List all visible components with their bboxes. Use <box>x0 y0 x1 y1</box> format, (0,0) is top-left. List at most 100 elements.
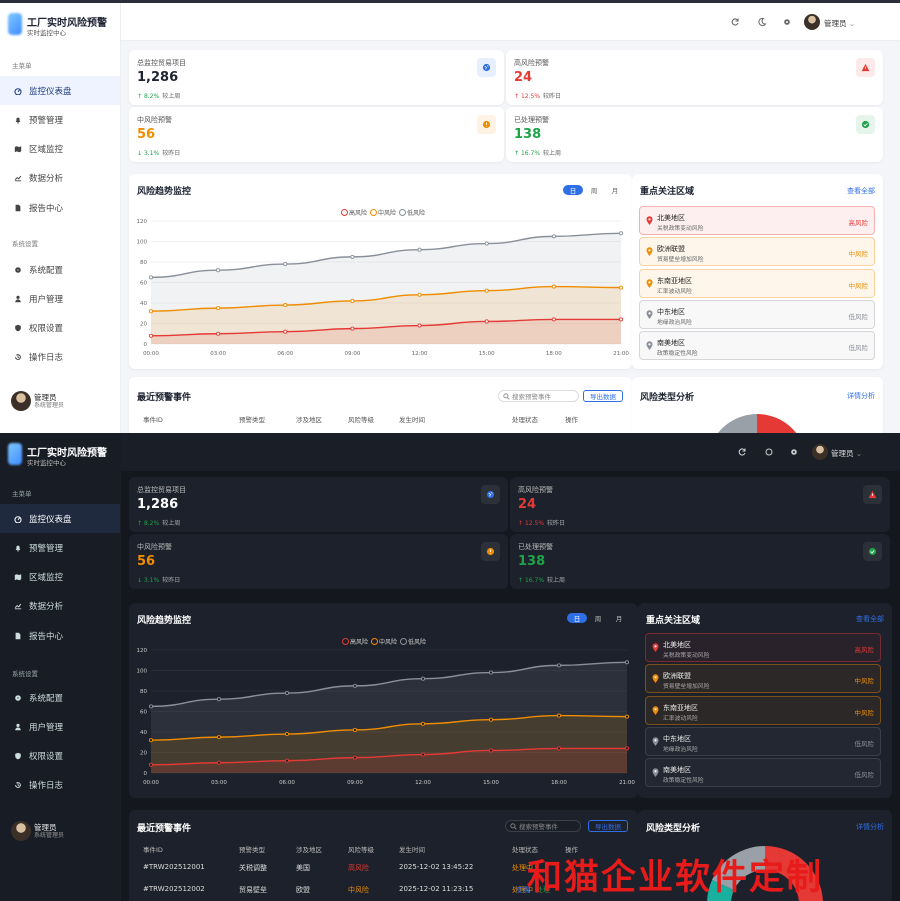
region-item[interactable]: 欧洲联盟 贸易壁垒增加风险 中风险 <box>645 664 881 694</box>
x-tick-label: 09:00 <box>344 351 360 357</box>
view-all-link[interactable]: 查看全部 <box>847 187 875 195</box>
chart-legend: 高风险 中风险 低风险 <box>342 637 429 646</box>
sidebar-item-0[interactable]: 监控仪表盘 <box>0 76 120 105</box>
moon-icon[interactable] <box>757 17 767 27</box>
sidebar-item-2[interactable]: 区域监控 <box>0 135 120 164</box>
table-header: 发生时间 <box>399 416 425 424</box>
series-area <box>151 233 621 344</box>
sidebar-item-1[interactable]: 用户管理 <box>0 712 120 741</box>
search-icon <box>503 393 510 400</box>
sidebar-user[interactable]: 管理员 系统管理员 <box>11 821 64 841</box>
tab-0[interactable]: 日 <box>567 613 587 623</box>
legend-item[interactable]: 高风险 <box>342 637 368 646</box>
table-header: 发生时间 <box>399 846 425 854</box>
region-item[interactable]: 北美地区 关税政策变动风险 高风险 <box>639 206 875 235</box>
tab-1[interactable]: 周 <box>590 187 598 195</box>
sidebar-item-0[interactable]: 系统配置 <box>0 683 120 712</box>
region-item[interactable]: 东南亚地区 汇率波动风险 中风险 <box>639 268 875 298</box>
data-point <box>216 306 221 311</box>
gear-icon[interactable] <box>789 447 799 457</box>
theme-toggle-icon[interactable] <box>764 447 774 457</box>
region-desc: 政策稳定性风险 <box>663 778 704 785</box>
risk-type-detail-link[interactable]: 详情分析 <box>847 392 875 400</box>
refresh-icon[interactable] <box>730 17 740 27</box>
search-input[interactable]: 搜索预警事件 <box>505 820 581 832</box>
region-item[interactable]: 中东地区 地缘政治风险 低风险 <box>639 299 875 329</box>
sidebar-item-3[interactable]: 操作日志 <box>0 771 120 800</box>
sidebar-item-1[interactable]: 用户管理 <box>0 284 120 313</box>
header-user-name[interactable]: 管理员 ⌄ <box>831 449 863 458</box>
alert-circle-icon <box>481 542 500 561</box>
export-button[interactable]: 导出数据 <box>588 820 628 832</box>
tab-1[interactable]: 周 <box>594 615 602 623</box>
sidebar-item-0[interactable]: 监控仪表盘 <box>0 504 120 533</box>
sidebar-item-label: 操作日志 <box>29 353 64 364</box>
series-area <box>151 319 621 344</box>
sidebar-item-3[interactable]: 操作日志 <box>0 343 120 372</box>
region-item[interactable]: 东南亚地区 汇率波动风险 中风险 <box>645 695 881 725</box>
data-point <box>624 714 630 719</box>
sidebar-item-1[interactable]: 预警管理 <box>0 105 120 134</box>
region-item[interactable]: 欧洲联盟 贸易壁垒增加风险 中风险 <box>639 237 875 267</box>
legend-label: 低风险 <box>408 639 427 646</box>
legend-item[interactable]: 低风险 <box>400 637 426 646</box>
sidebar-user[interactable]: 管理员 系统管理员 <box>11 391 64 411</box>
region-item[interactable]: 南美地区 政策稳定性风险 低风险 <box>639 331 875 361</box>
refresh-icon[interactable] <box>737 447 747 457</box>
sidebar: 工厂实时风险预警 实时监控中心 主菜单 监控仪表盘 预警管理 区域监控 数据分析 报告中… <box>0 3 121 433</box>
map-pin-icon <box>646 216 653 225</box>
data-point <box>350 326 355 331</box>
legend-item[interactable]: 中风险 <box>370 208 396 217</box>
stat-label: 总监控贸易项目 <box>137 59 186 67</box>
tab-2[interactable]: 月 <box>615 615 623 623</box>
region-item[interactable]: 南美地区 政策稳定性风险 低风险 <box>645 758 881 788</box>
legend-item[interactable]: 低风险 <box>399 208 425 217</box>
trend-title: 风险趋势监控 <box>137 616 192 626</box>
handle-action-link[interactable]: 处理 <box>536 886 550 894</box>
legend-item[interactable]: 中风险 <box>371 637 397 646</box>
table-header: 预警类型 <box>239 416 265 424</box>
sidebar-item-0[interactable]: 系统配置 <box>0 255 120 284</box>
view-action-link[interactable]: 查看 <box>516 886 530 894</box>
region-item[interactable]: 中东地区 地缘政治风险 低风险 <box>645 726 881 756</box>
y-tick-label: 120 <box>137 648 148 654</box>
search-input[interactable]: 搜索预警事件 <box>498 390 579 402</box>
sidebar-item-label: 权限设置 <box>29 752 64 763</box>
history-icon <box>13 781 22 790</box>
sidebar-item-2[interactable]: 权限设置 <box>0 314 120 343</box>
region-name: 南美地区 <box>657 339 685 348</box>
region-item[interactable]: 北美地区 关税政策变动风险 高风险 <box>645 633 881 662</box>
sidebar-item-label: 区域监控 <box>29 145 64 156</box>
sidebar-item-4[interactable]: 报告中心 <box>0 193 120 222</box>
app-subtitle: 实时监控中心 <box>27 459 66 467</box>
export-button[interactable]: 导出数据 <box>583 390 623 402</box>
header-user-name[interactable]: 管理员 ⌄ <box>824 19 856 28</box>
table-cell-status: 处理中 <box>512 886 533 894</box>
gear-icon[interactable] <box>782 17 792 27</box>
sidebar-item-3[interactable]: 数据分析 <box>0 164 120 193</box>
sidebar-item-4[interactable]: 报告中心 <box>0 621 120 650</box>
events-card: 最近预警事件 搜索预警事件 导出数据 事件ID 预警类型 涉及地区 风险等级 发生时间 处… <box>129 377 632 433</box>
sidebar-item-label: 数据分析 <box>29 602 64 613</box>
risk-type-detail-link[interactable]: 详情分析 <box>856 823 884 831</box>
sidebar-item-1[interactable]: 预警管理 <box>0 533 120 562</box>
header-avatar[interactable] <box>812 444 828 460</box>
stat-delta-value: 16.7% <box>520 150 541 157</box>
table-cell-id[interactable]: #TRW202512002 <box>143 885 205 893</box>
sidebar-item-3[interactable]: 数据分析 <box>0 592 120 621</box>
y-tick-label: 60 <box>140 281 147 287</box>
tab-0[interactable]: 日 <box>563 185 583 195</box>
tab-2[interactable]: 月 <box>611 187 619 195</box>
table-cell-region: 欧盟 <box>296 886 310 894</box>
sidebar-item-2[interactable]: 区域监控 <box>0 563 120 592</box>
data-point <box>148 704 154 709</box>
header-avatar[interactable] <box>804 14 820 30</box>
table-cell-id[interactable]: #TRW202512001 <box>143 863 205 871</box>
user-name: 管理员 <box>34 392 57 402</box>
x-tick-label: 21:00 <box>613 351 629 357</box>
sidebar-item-2[interactable]: 权限设置 <box>0 742 120 771</box>
view-all-link[interactable]: 查看全部 <box>856 615 884 623</box>
legend-item[interactable]: 高风险 <box>341 208 367 217</box>
stat-delta: ↑ 16.7% 较上周 <box>518 575 565 584</box>
map-pin-icon <box>652 674 659 684</box>
